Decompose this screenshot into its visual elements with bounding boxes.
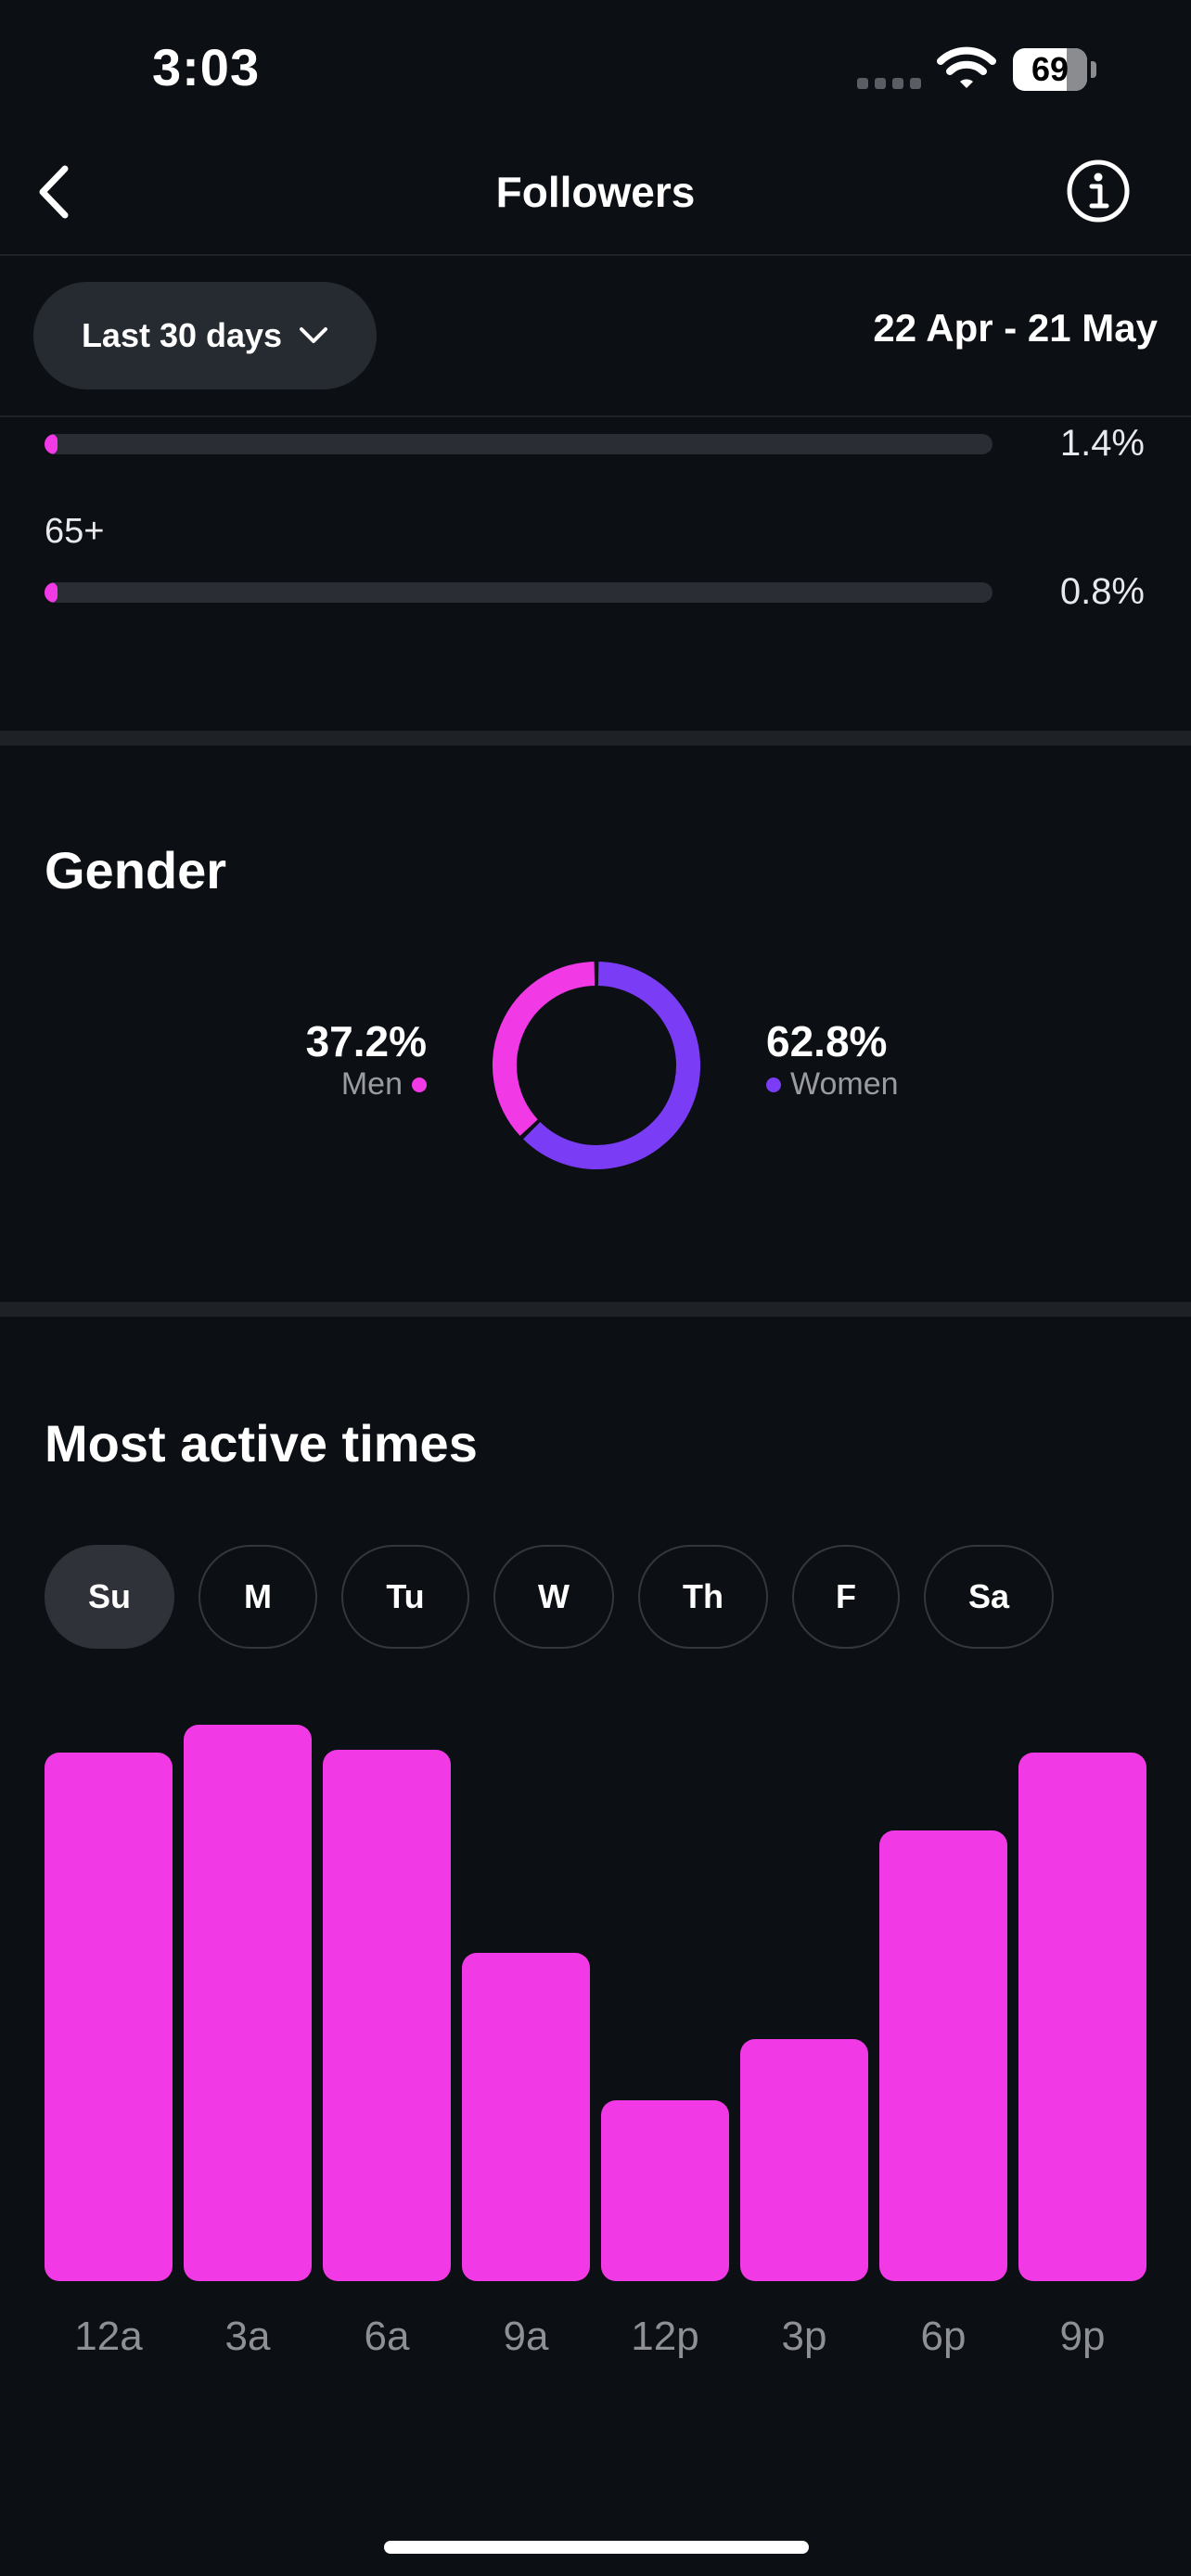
age-bar-track (45, 434, 992, 454)
section-separator (0, 731, 1191, 746)
cellular-signal-icon (857, 78, 921, 89)
age-bar-fill (45, 582, 58, 603)
bar-6a[interactable] (323, 1750, 451, 2281)
gender-women-stat: 62.8% Women (766, 1016, 970, 1103)
header-divider (0, 254, 1191, 256)
date-range-text: 22 Apr - 21 May (873, 306, 1158, 350)
day-chip-f[interactable]: F (792, 1545, 900, 1649)
day-chip-th[interactable]: Th (638, 1545, 768, 1649)
page-title: Followers (495, 168, 696, 216)
age-bar-fill (45, 434, 58, 454)
battery-tip (1091, 61, 1096, 78)
age-percent: 0.8% (1059, 571, 1145, 612)
gender-section-title: Gender (45, 841, 227, 899)
x-tick-label: 6p (921, 2314, 967, 2359)
men-percent: 37.2% (305, 1017, 427, 1065)
men-legend: Men (278, 1066, 427, 1103)
bar-9a[interactable] (462, 1953, 590, 2281)
age-label: 65+ (45, 512, 105, 551)
age-percent: 1.4% (1059, 423, 1145, 464)
chevron-left-icon (39, 165, 69, 219)
chevron-down-icon (300, 327, 328, 343)
bar-12p[interactable] (601, 2100, 729, 2281)
date-range-dropdown[interactable]: Last 30 days (33, 282, 377, 389)
day-chip-m[interactable]: M (198, 1545, 317, 1649)
donut-segment-men (493, 962, 596, 1136)
men-label: Men (340, 1066, 403, 1102)
bar-9p[interactable] (1018, 1753, 1146, 2281)
gender-men-stat: 37.2% Men (278, 1016, 427, 1103)
x-tick-label: 12p (631, 2314, 698, 2359)
home-indicator[interactable] (384, 2541, 809, 2554)
active-times-title: Most active times (45, 1414, 478, 1473)
battery-level: 69 (1031, 50, 1069, 88)
bar-6p[interactable] (879, 1830, 1007, 2281)
x-tick-label: 9p (1060, 2314, 1106, 2359)
women-label: Women (790, 1066, 899, 1102)
day-chip-su[interactable]: Su (45, 1545, 174, 1649)
day-chip-w[interactable]: W (493, 1545, 614, 1649)
back-button[interactable] (28, 159, 80, 224)
date-range-dropdown-label: Last 30 days (81, 316, 283, 354)
day-selector: Su M Tu W Th F Sa (45, 1545, 1054, 1649)
women-dot-icon (766, 1077, 781, 1092)
x-tick-label: 9a (504, 2314, 549, 2359)
active-times-bar-chart: 12a 3a 6a 9a 12p 3p 6p 9p (45, 1725, 1146, 2359)
gender-donut-chart (493, 962, 700, 1169)
battery-icon: 69 (1013, 48, 1087, 91)
donut-segment-women (523, 962, 700, 1169)
section-separator (0, 1302, 1191, 1317)
men-dot-icon (412, 1077, 427, 1092)
women-percent: 62.8% (766, 1017, 888, 1065)
day-chip-tu[interactable]: Tu (341, 1545, 469, 1649)
bar-12a[interactable] (45, 1753, 173, 2281)
bar-3a[interactable] (184, 1725, 312, 2281)
x-tick-label: 3a (225, 2314, 271, 2359)
status-time: 3:03 (152, 38, 261, 96)
filter-divider (0, 415, 1191, 417)
x-tick-label: 12a (74, 2314, 143, 2359)
x-tick-label: 3p (782, 2314, 827, 2359)
women-legend: Women (766, 1066, 970, 1103)
day-chip-sa[interactable]: Sa (924, 1545, 1054, 1649)
x-tick-label: 6a (365, 2314, 410, 2359)
wifi-icon (937, 46, 996, 88)
info-icon[interactable] (1065, 158, 1132, 224)
age-bar-track (45, 582, 992, 603)
bar-3p[interactable] (740, 2039, 868, 2281)
